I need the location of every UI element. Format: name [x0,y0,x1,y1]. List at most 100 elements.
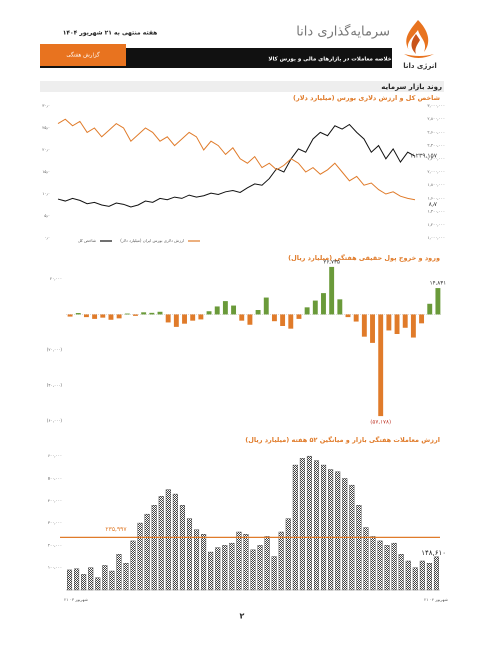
y-tick-label: ۵٫۰ [44,213,50,218]
report-date: هفته منتهی به ۲۱ شهریور ۱۴۰۴ [63,30,158,37]
bar [231,305,237,315]
value-label: ۱۴,۸۳۱ [430,281,447,287]
bar [179,505,185,591]
bar [391,542,397,591]
bar [95,577,101,591]
value-label: (۵۷,۱۷۸) [370,420,391,426]
bar [239,314,245,321]
chart-title: شاخص کل و ارزش دلاری بورس (میلیارد دلار) [293,94,440,102]
bar [92,314,98,319]
bar [201,534,207,591]
bar [345,314,351,318]
bar [288,314,294,329]
bar [312,300,318,315]
bar [151,505,157,591]
y-tick-label: ۱۰۰,۰۰۰ [48,565,62,570]
y2-tick-label: ۲,۴۰۰,۰۰۰ [427,143,445,148]
bar [229,542,235,591]
bar [299,458,305,591]
bar [410,314,416,338]
bar [335,471,341,591]
bar [255,310,261,315]
bar [296,314,302,319]
bar [182,314,187,324]
bar [384,545,390,591]
bar [186,518,193,591]
legend-label: ارزش دلاری بورس ایران (میلیارد دلار) [120,238,184,243]
y-tick-label: ۲۰۰,۰۰۰ [48,542,62,547]
bar [236,531,242,591]
bar [190,314,196,321]
bar [243,534,249,591]
bar [370,314,375,343]
bar [149,312,155,315]
bar [321,464,327,591]
bar [280,314,286,326]
bar [278,531,284,591]
y-tick-label: ۴۰۰,۰۰۰ [48,498,62,503]
chart-title: ورود و خروج پول حقیقی هفتگی (میلیارد ریا… [288,254,440,262]
bar [109,570,115,591]
y-tick-label: ۲۵٫۰ [42,125,50,130]
bar [426,563,432,591]
bar [102,565,108,591]
bar [144,513,150,591]
bar [74,568,80,591]
y-tick-label: ۵۰۰,۰۰۰ [48,475,62,480]
bar [356,505,362,591]
bar [435,288,441,315]
section-title: روند بازار سرمایه [381,83,442,91]
bar [353,314,359,322]
bar [194,529,200,591]
y-tick-label: (۶۰,۰۰۰) [47,418,63,423]
bar [108,314,114,320]
bar [386,314,392,331]
end-label: ۸٫۷ [429,201,438,208]
bar [337,299,343,315]
bar [173,314,179,327]
bar [247,314,253,325]
bar [361,314,367,337]
bar [306,455,312,591]
bar [342,478,348,591]
bar [137,522,143,591]
y-tick-label: ۱۵٫۰ [42,169,50,174]
x-tick-label: ۲۱ شهریور ۰۳ [64,597,88,602]
section-band [40,81,444,92]
bar [123,563,129,591]
bar [83,314,89,318]
chart-title: ارزش معاملات هفتگی بازار و میانگین ۵۲ هف… [245,436,440,444]
bar [165,489,171,591]
bar [257,545,263,591]
bar [75,313,81,315]
y2-tick-label: ۲,۰۰۰,۰۰۰ [427,169,445,174]
legend-label: شاخص کل [78,238,97,243]
bar [130,540,136,591]
bar [141,312,147,315]
bar [402,314,408,328]
tab-text: گزارش هفتگی [66,52,100,59]
bar [378,314,384,417]
bar [88,567,94,591]
bar [157,311,163,315]
bar [405,560,411,591]
value-label: ۲۶,۷۳۵ [323,259,340,265]
bar [285,518,291,591]
average-label: ۲۳۵,۹۹۷ [105,526,127,533]
x-tick-label: ۲۱ شهریور ۰۴ [424,597,448,602]
y-tick-label: ۲۰,۰۰۰ [50,276,62,281]
end-label: ۲,۲۳۹,۱۵۷ [411,153,438,160]
y2-tick-label: ۱,۴۰۰,۰۰۰ [427,209,445,214]
y-tick-label: ۰٫۰ [44,235,50,240]
bar [292,464,298,591]
bar [100,314,106,318]
bar [377,540,383,591]
y2-tick-label: ۱,۲۰۰,۰۰۰ [427,222,445,227]
logo [404,20,434,58]
y2-tick-label: ۱,۸۰۰,۰۰۰ [427,182,445,187]
bar [66,569,73,591]
y2-tick-label: ۲,۲۰۰,۰۰۰ [427,156,445,161]
y-tick-label: ۶۰۰,۰۰۰ [48,453,62,458]
bar [370,536,376,591]
